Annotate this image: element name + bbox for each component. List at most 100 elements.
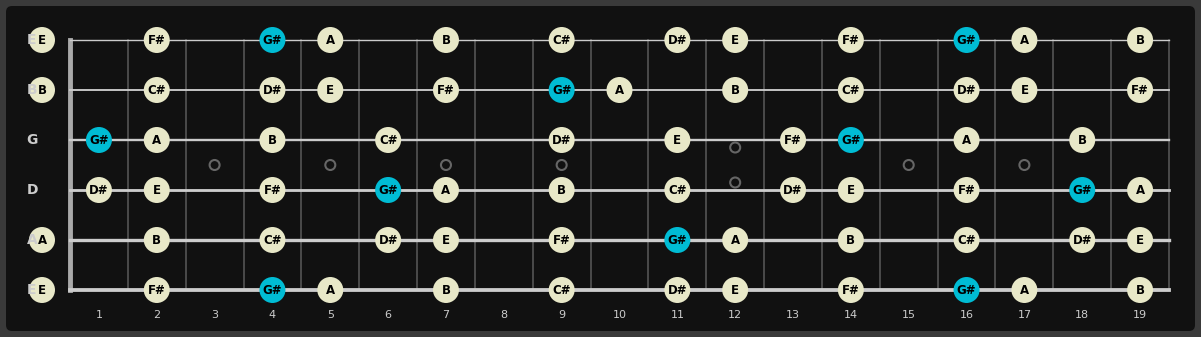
Circle shape: [779, 177, 806, 203]
Text: D#: D#: [89, 184, 108, 196]
Circle shape: [317, 77, 343, 103]
Text: A: A: [37, 234, 47, 246]
Circle shape: [664, 177, 691, 203]
Text: 6: 6: [384, 310, 392, 320]
Circle shape: [1127, 227, 1153, 253]
Text: C#: C#: [552, 33, 570, 47]
Circle shape: [664, 127, 691, 153]
Circle shape: [954, 227, 980, 253]
Text: B: B: [847, 234, 855, 246]
Text: G#: G#: [957, 283, 976, 297]
Circle shape: [954, 177, 980, 203]
Circle shape: [954, 27, 980, 53]
Text: A: A: [1020, 33, 1029, 47]
Text: D#: D#: [783, 184, 802, 196]
Text: C#: C#: [842, 84, 860, 96]
Circle shape: [1011, 77, 1038, 103]
Text: 11: 11: [670, 310, 685, 320]
Text: G#: G#: [668, 234, 687, 246]
Circle shape: [549, 177, 574, 203]
Text: F#: F#: [148, 283, 166, 297]
Circle shape: [1011, 277, 1038, 303]
Circle shape: [259, 227, 286, 253]
Circle shape: [838, 227, 864, 253]
Text: 5: 5: [327, 310, 334, 320]
Circle shape: [29, 27, 55, 53]
Circle shape: [29, 277, 55, 303]
Text: 9: 9: [558, 310, 566, 320]
Text: F#: F#: [842, 283, 860, 297]
Circle shape: [317, 27, 343, 53]
Circle shape: [838, 277, 864, 303]
Text: 17: 17: [1017, 310, 1032, 320]
Circle shape: [838, 27, 864, 53]
Text: F#: F#: [957, 184, 975, 196]
Text: E: E: [847, 184, 855, 196]
Text: D#: D#: [957, 84, 976, 96]
Text: D#: D#: [668, 283, 687, 297]
Text: D#: D#: [378, 234, 398, 246]
Text: G: G: [26, 133, 37, 147]
Circle shape: [954, 277, 980, 303]
Circle shape: [1069, 127, 1095, 153]
Circle shape: [1127, 27, 1153, 53]
Text: A: A: [153, 133, 161, 147]
Circle shape: [722, 277, 748, 303]
Circle shape: [434, 227, 459, 253]
Text: D#: D#: [263, 84, 282, 96]
Circle shape: [259, 277, 286, 303]
Text: 10: 10: [613, 310, 627, 320]
Text: 12: 12: [728, 310, 742, 320]
Circle shape: [317, 277, 343, 303]
Text: E: E: [38, 33, 46, 47]
Circle shape: [375, 127, 401, 153]
Text: 8: 8: [501, 310, 507, 320]
Circle shape: [549, 277, 574, 303]
Text: E: E: [28, 33, 37, 47]
Circle shape: [954, 127, 980, 153]
Circle shape: [1127, 77, 1153, 103]
Text: E: E: [1021, 84, 1028, 96]
Text: 3: 3: [211, 310, 219, 320]
Circle shape: [259, 127, 286, 153]
Text: B: B: [442, 33, 450, 47]
Circle shape: [434, 27, 459, 53]
Text: B: B: [268, 133, 277, 147]
Text: 16: 16: [960, 310, 974, 320]
Circle shape: [86, 127, 112, 153]
Text: C#: C#: [148, 84, 166, 96]
Circle shape: [549, 27, 574, 53]
Text: A: A: [26, 233, 37, 247]
Text: F#: F#: [784, 133, 802, 147]
Text: D: D: [26, 183, 37, 197]
Text: C#: C#: [668, 184, 687, 196]
Text: A: A: [325, 33, 335, 47]
Text: D#: D#: [668, 33, 687, 47]
Circle shape: [375, 177, 401, 203]
Circle shape: [1011, 27, 1038, 53]
Text: E: E: [674, 133, 681, 147]
Circle shape: [434, 177, 459, 203]
Text: B: B: [1077, 133, 1087, 147]
Circle shape: [144, 277, 169, 303]
Text: D#: D#: [552, 133, 572, 147]
Circle shape: [434, 77, 459, 103]
Circle shape: [838, 127, 864, 153]
Text: C#: C#: [957, 234, 975, 246]
Circle shape: [549, 77, 574, 103]
Text: 13: 13: [785, 310, 800, 320]
Text: C#: C#: [378, 133, 398, 147]
Circle shape: [722, 227, 748, 253]
Text: B: B: [37, 84, 47, 96]
Text: B: B: [442, 283, 450, 297]
Circle shape: [664, 227, 691, 253]
Text: F#: F#: [148, 33, 166, 47]
Text: A: A: [730, 234, 740, 246]
Circle shape: [144, 177, 169, 203]
Text: A: A: [615, 84, 625, 96]
Text: G#: G#: [263, 283, 282, 297]
Text: C#: C#: [263, 234, 282, 246]
Text: B: B: [153, 234, 161, 246]
Text: F#: F#: [1131, 84, 1149, 96]
Text: 15: 15: [902, 310, 915, 320]
